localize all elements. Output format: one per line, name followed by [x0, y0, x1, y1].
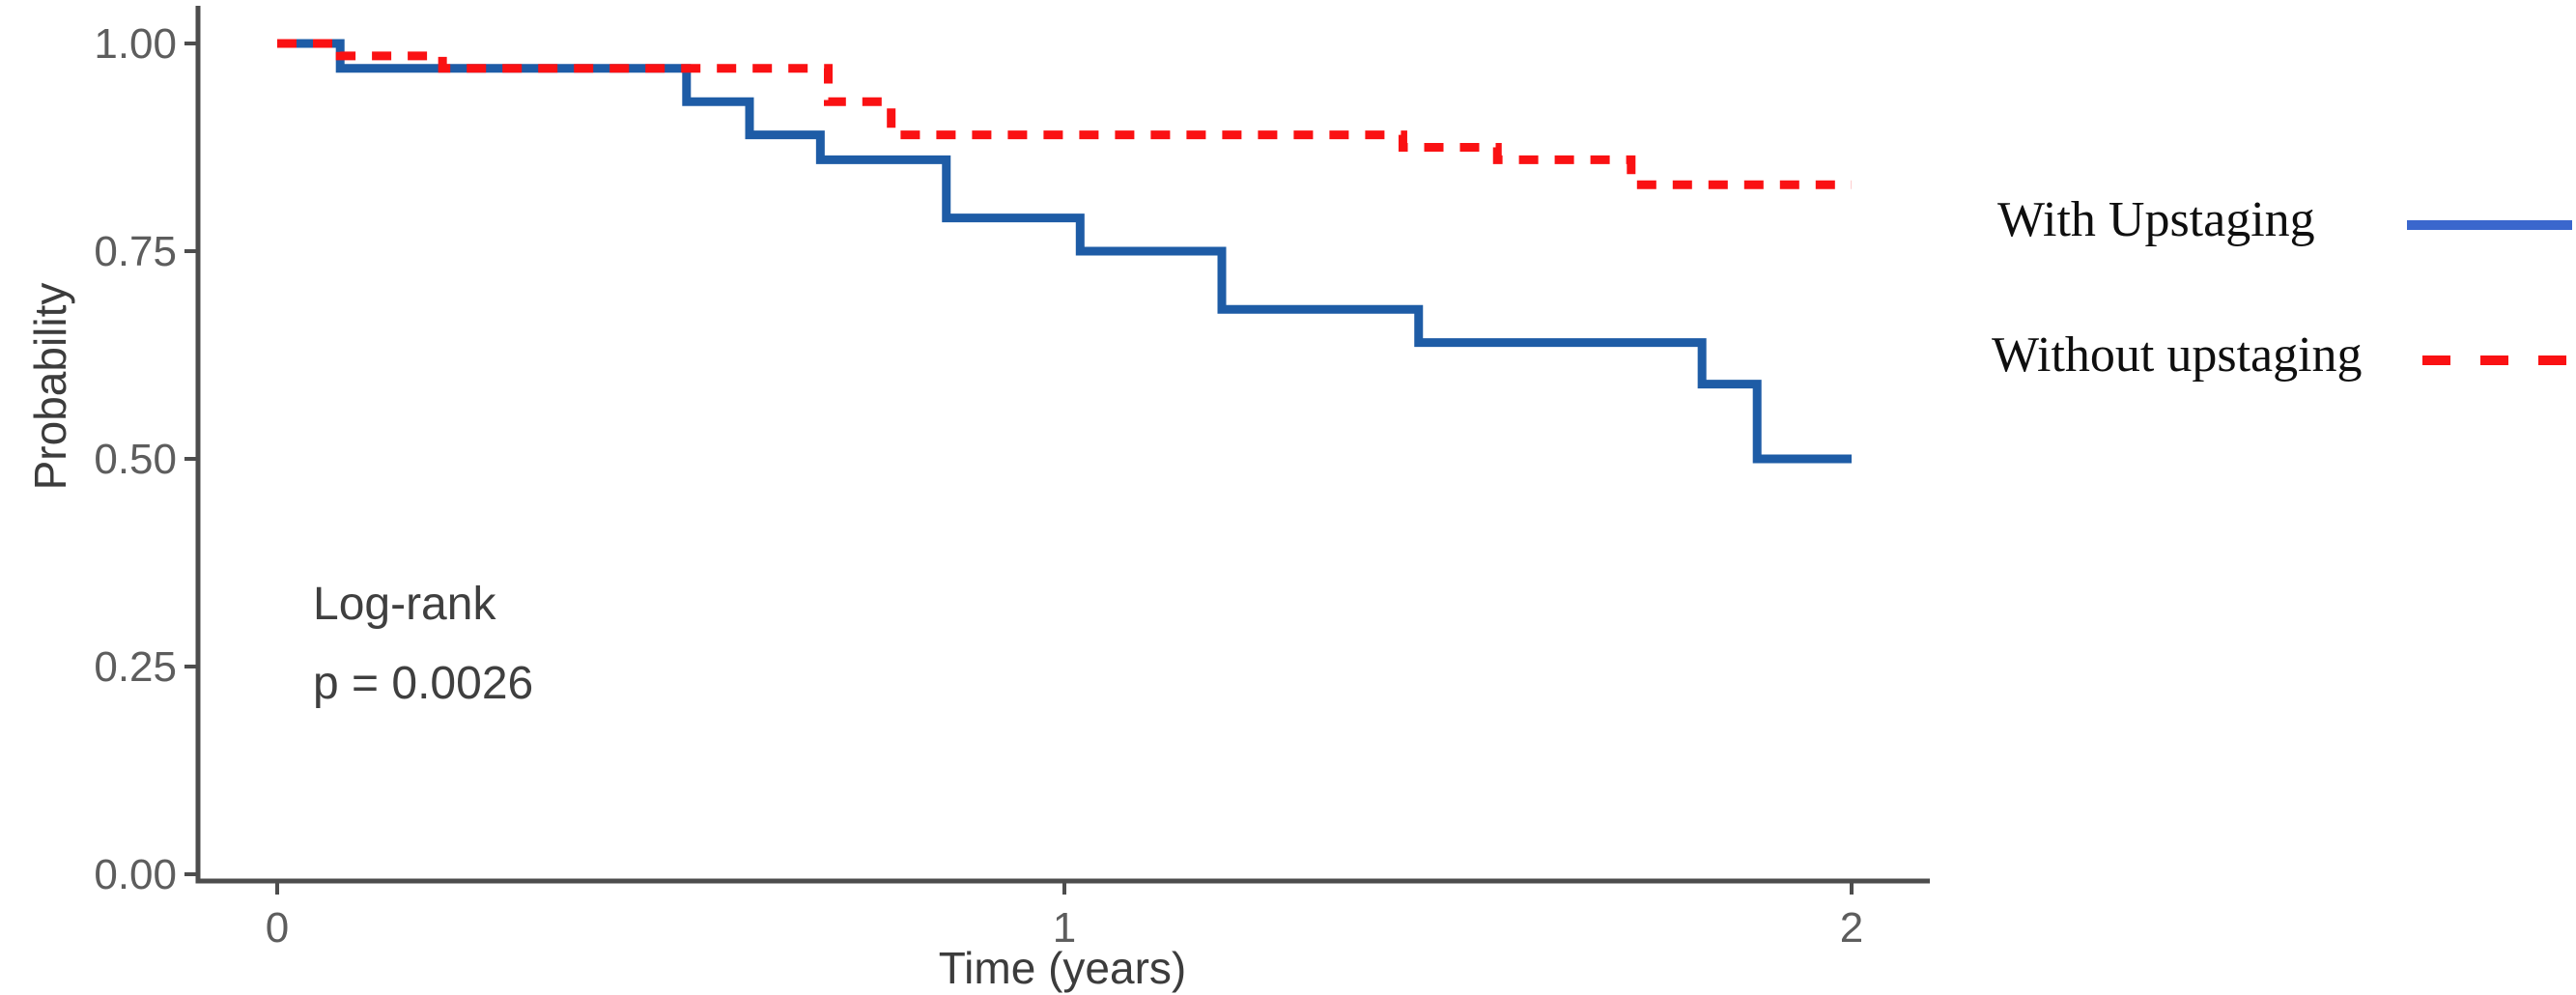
- x-tick-label: 1: [1053, 904, 1076, 952]
- legend-label-without-upstaging: Without upstaging: [1992, 327, 2363, 383]
- series-curve-with-upstaging: [277, 39, 1852, 464]
- x-tick-label: 2: [1840, 904, 1863, 952]
- y-tick-label: 0.50: [94, 436, 177, 483]
- legend-label-with-upstaging: With Upstaging: [1997, 192, 2315, 247]
- y-axis-title: Probability: [25, 282, 75, 491]
- x-tick-label: 0: [266, 904, 289, 952]
- pvalue-annotation: p = 0.0026: [313, 658, 534, 709]
- legend-swatch-solid-blue-line: [2407, 220, 2572, 230]
- x-axis-title: Time (years): [938, 943, 1187, 993]
- logrank-annotation: Log-rank: [313, 579, 496, 630]
- legend-swatch-dashed-red-line: [2422, 355, 2566, 365]
- y-tick-label: 0.00: [94, 851, 177, 898]
- y-tick-label: 0.25: [94, 643, 177, 691]
- y-tick-label: 1.00: [94, 20, 177, 68]
- y-tick-label: 0.75: [94, 228, 177, 275]
- series-curve-without-upstaging: [277, 39, 1852, 189]
